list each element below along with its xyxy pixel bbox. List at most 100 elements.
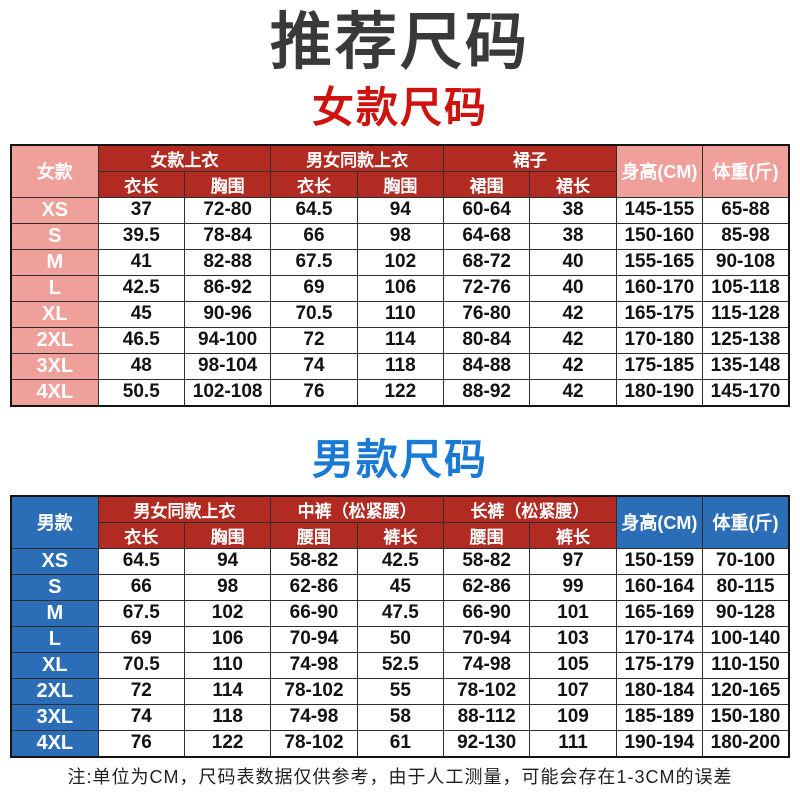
value-cell: 64.5: [270, 196, 358, 224]
men-section-title: 男款尺码: [311, 435, 488, 483]
col-header: 胸围: [356, 170, 445, 198]
value-cell: 165-175: [615, 300, 704, 328]
value-cell: 86-92: [183, 274, 272, 302]
value-cell: 40: [529, 274, 617, 302]
value-cell: 45: [97, 300, 185, 328]
value-cell: 58-82: [270, 547, 358, 575]
size-label: XS: [10, 196, 99, 224]
col-header: 胸围: [183, 521, 272, 549]
page-title: 推荐尺码: [269, 8, 530, 77]
value-cell: 64.5: [97, 547, 185, 575]
value-cell: 160-164: [615, 573, 704, 601]
col-header: 裙长: [529, 170, 617, 198]
value-cell: 61: [356, 729, 445, 758]
size-label: XL: [10, 300, 99, 328]
value-cell: 122: [356, 378, 445, 407]
value-cell: 62-86: [442, 573, 531, 601]
value-cell: 90-128: [702, 599, 790, 627]
value-cell: 125-138: [702, 326, 790, 354]
women-group-top: 女款上衣: [97, 144, 272, 172]
value-cell: 58-82: [442, 547, 531, 575]
women-table-body: XS 37 72-80 64.5 94 60-64 38 145-155 65-88 S 39.5 7…: [10, 196, 790, 407]
women-height-header: 身高(CM): [615, 144, 704, 198]
value-cell: 48: [97, 352, 185, 380]
value-cell: 85-98: [702, 222, 790, 250]
value-cell: 118: [356, 352, 445, 380]
value-cell: 42.5: [97, 274, 185, 302]
value-cell: 106: [356, 274, 445, 302]
value-cell: 98: [183, 573, 272, 601]
value-cell: 50.5: [97, 378, 185, 407]
value-cell: 37: [97, 196, 185, 224]
value-cell: 90-96: [183, 300, 272, 328]
value-cell: 42: [529, 300, 617, 328]
value-cell: 39.5: [97, 222, 185, 250]
value-cell: 42: [529, 352, 617, 380]
value-cell: 102-108: [183, 378, 272, 407]
value-cell: 50: [356, 625, 445, 653]
col-header: 胸围: [183, 170, 272, 198]
col-header: 裤长: [529, 521, 617, 549]
value-cell: 110: [356, 300, 445, 328]
value-cell: 42.5: [356, 547, 445, 575]
value-cell: 46.5: [97, 326, 185, 354]
value-cell: 82-88: [183, 248, 272, 276]
table-row: 3XL 74 118 74-98 58 88-112 109 185-189 150-180: [10, 703, 790, 731]
size-label: L: [10, 274, 99, 302]
women-section-title: 女款尺码: [311, 84, 488, 132]
value-cell: 101: [529, 599, 617, 627]
value-cell: 74: [97, 703, 185, 731]
value-cell: 150-159: [615, 547, 704, 575]
size-label: 2XL: [10, 677, 99, 705]
table-row: S 39.5 78-84 66 98 64-68 38 150-160 85-98: [10, 222, 790, 250]
value-cell: 155-165: [615, 248, 704, 276]
value-cell: 185-189: [615, 703, 704, 731]
value-cell: 92-130: [442, 729, 531, 758]
size-label: 4XL: [10, 378, 99, 407]
table-row: M 41 82-88 67.5 102 68-72 40 155-165 90-108: [10, 248, 790, 276]
value-cell: 72-76: [442, 274, 531, 302]
value-cell: 122: [183, 729, 272, 758]
table-row: XL 70.5 110 74-98 52.5 74-98 105 175-179 110-150: [10, 651, 790, 679]
value-cell: 70-94: [442, 625, 531, 653]
value-cell: 109: [529, 703, 617, 731]
col-header: 裤长: [356, 521, 445, 549]
col-header: 裙围: [442, 170, 531, 198]
value-cell: 180-184: [615, 677, 704, 705]
value-cell: 66: [270, 222, 358, 250]
value-cell: 66-90: [270, 599, 358, 627]
col-header: 衣长: [97, 521, 185, 549]
value-cell: 102: [183, 599, 272, 627]
table-row: 3XL 48 98-104 74 118 84-88 42 175-185 135-148: [10, 352, 790, 380]
value-cell: 111: [529, 729, 617, 758]
table-row: 4XL 50.5 102-108 76 122 88-92 42 180-190 145-170: [10, 378, 790, 407]
value-cell: 41: [97, 248, 185, 276]
table-row: L 42.5 86-92 69 106 72-76 40 160-170 105-118: [10, 274, 790, 302]
skirt-group: 裙子: [443, 144, 617, 172]
value-cell: 102: [356, 248, 445, 276]
value-cell: 67.5: [270, 248, 358, 276]
value-cell: 103: [529, 625, 617, 653]
size-label: M: [10, 599, 99, 627]
value-cell: 68-72: [442, 248, 531, 276]
value-cell: 60-64: [442, 196, 531, 224]
value-cell: 58: [356, 703, 445, 731]
value-cell: 100-140: [702, 625, 790, 653]
value-cell: 150-160: [615, 222, 704, 250]
size-label: L: [10, 625, 99, 653]
value-cell: 70-100: [702, 547, 790, 575]
value-cell: 94: [356, 196, 445, 224]
col-header: 衣长: [270, 170, 358, 198]
men-size-table: 男款 男女同款上衣 中裤（松紧腰） 长裤（松紧腰） 身高(CM) 体重(斤) 衣…: [10, 494, 790, 758]
value-cell: 47.5: [356, 599, 445, 627]
value-cell: 78-102: [270, 677, 358, 705]
value-cell: 97: [529, 547, 617, 575]
value-cell: 66: [97, 573, 185, 601]
men-header-sub-row: 衣长 胸围 腰围 裤长 腰围 裤长: [11, 521, 789, 549]
value-cell: 70.5: [270, 300, 358, 328]
table-row: XL 45 90-96 70.5 110 76-80 42 165-175 115-128: [10, 300, 790, 328]
value-cell: 94: [183, 547, 272, 575]
value-cell: 90-108: [702, 248, 790, 276]
value-cell: 170-180: [615, 326, 704, 354]
value-cell: 69: [270, 274, 358, 302]
